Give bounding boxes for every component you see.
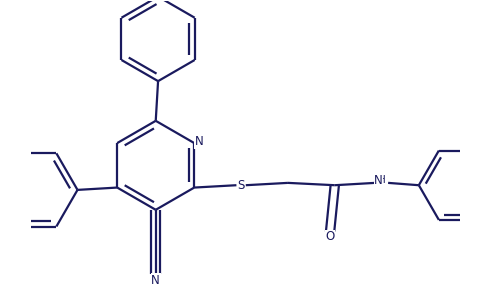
Text: O: O	[326, 230, 335, 243]
Text: S: S	[238, 179, 245, 192]
Text: H: H	[378, 175, 385, 185]
Text: N: N	[151, 274, 160, 287]
Text: N: N	[374, 174, 383, 187]
Text: N: N	[194, 135, 203, 148]
